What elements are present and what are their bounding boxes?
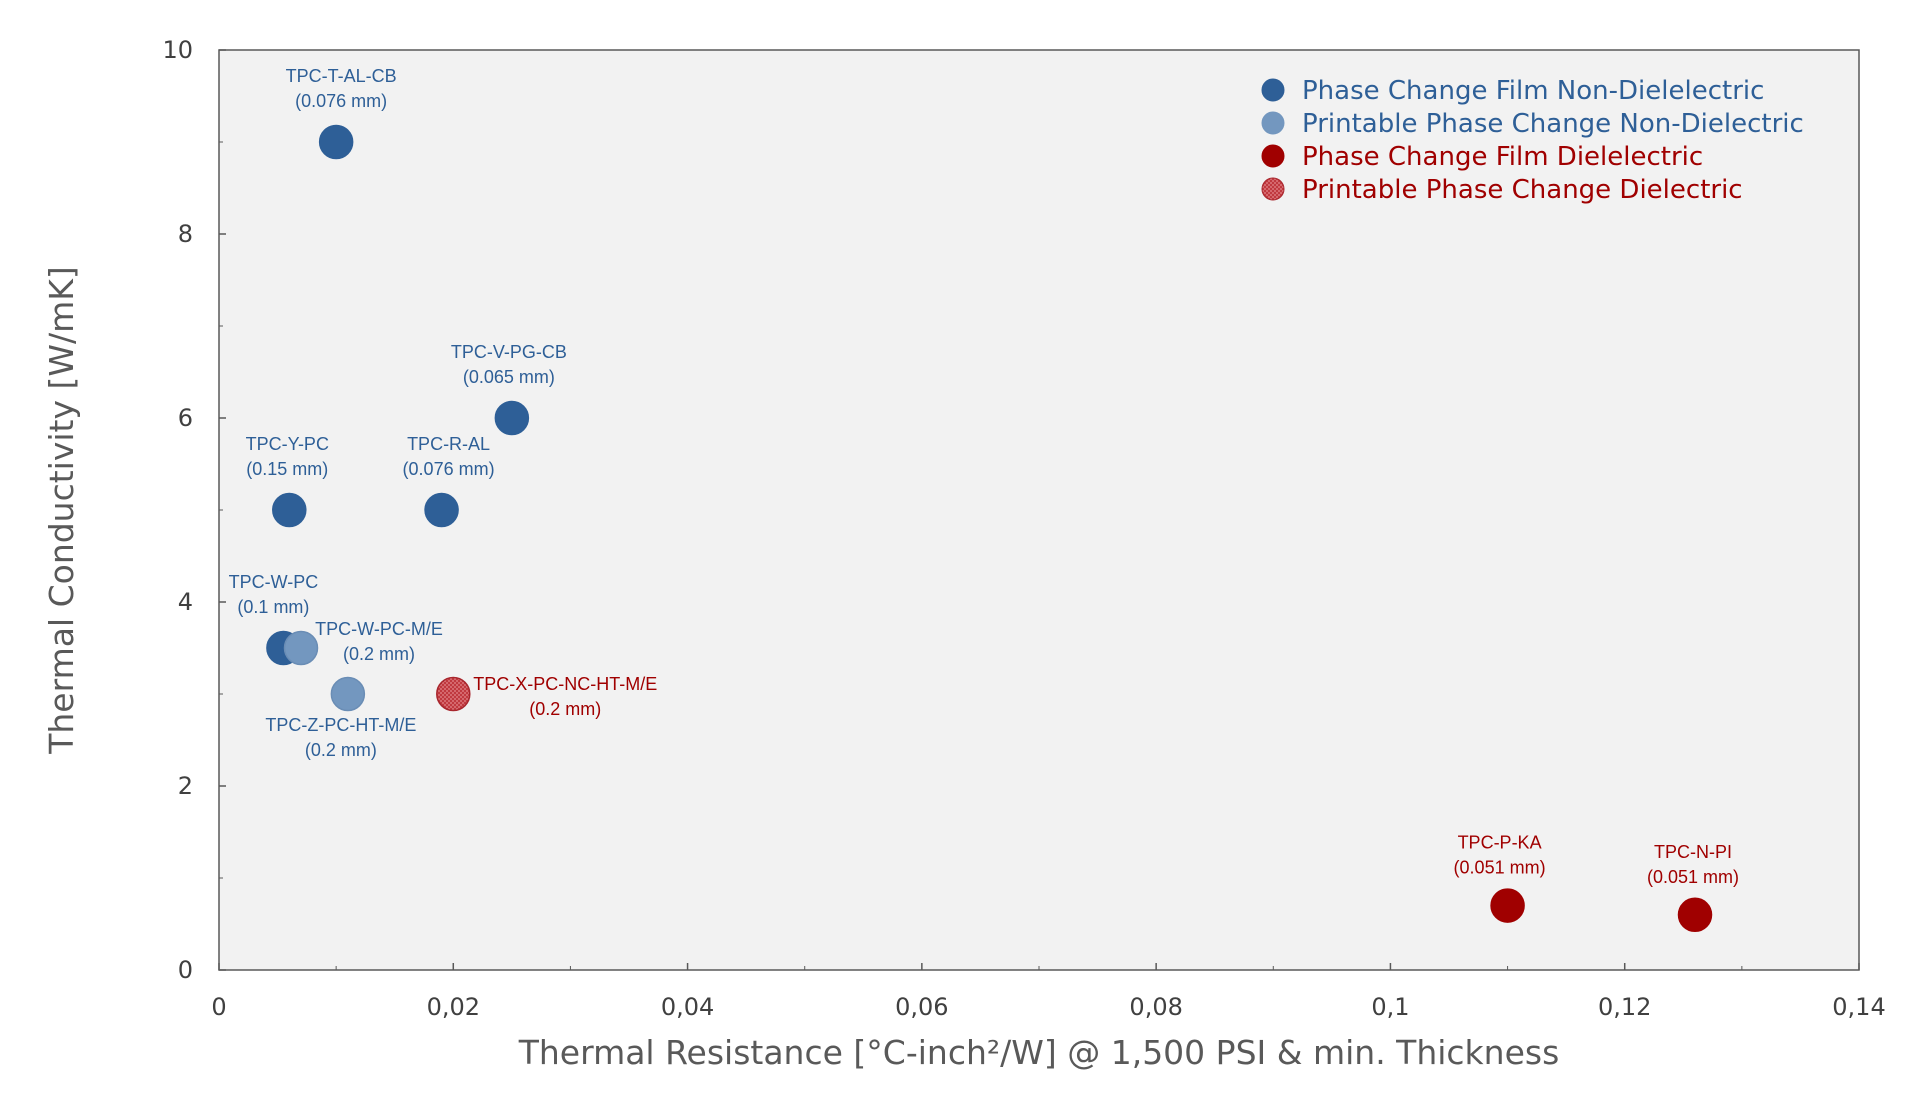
legend-entry: Phase Change Film Dielelectric bbox=[1302, 142, 1703, 172]
point-label: TPC-P-KA bbox=[1458, 833, 1542, 853]
y-tick-label: 4 bbox=[178, 588, 193, 616]
point-label: TPC-N-PI bbox=[1654, 842, 1732, 862]
point-sublabel: (0.051 mm) bbox=[1647, 867, 1739, 887]
point-sublabel: (0.076 mm) bbox=[403, 459, 495, 479]
x-tick-label: 0,02 bbox=[427, 993, 480, 1021]
legend-entry: Phase Change Film Non-Dielelectric bbox=[1302, 76, 1764, 106]
plot-area bbox=[218, 49, 1860, 971]
data-point bbox=[318, 124, 354, 160]
y-tick-label: 6 bbox=[178, 404, 193, 432]
point-sublabel: (0.2 mm) bbox=[529, 699, 601, 719]
y-tick-label: 2 bbox=[178, 772, 193, 800]
x-tick-label: 0,12 bbox=[1598, 993, 1651, 1021]
data-point bbox=[272, 492, 307, 528]
x-tick-label: 0,1 bbox=[1371, 993, 1409, 1021]
point-label: TPC-W-PC-M/E bbox=[315, 619, 443, 639]
x-tick-label: 0,04 bbox=[661, 993, 714, 1021]
y-tick-label: 0 bbox=[178, 956, 193, 984]
x-tick-label: 0,08 bbox=[1129, 993, 1182, 1021]
point-label: TPC-W-PC bbox=[229, 572, 319, 592]
y-tick-label: 10 bbox=[162, 36, 193, 64]
point-label: TPC-R-AL bbox=[407, 434, 490, 454]
point-label: TPC-X-PC-NC-HT-M/E bbox=[473, 674, 657, 694]
point-label: TPC-Y-PC bbox=[246, 434, 329, 454]
data-point bbox=[330, 676, 366, 712]
data-point bbox=[436, 676, 471, 712]
legend-marker bbox=[1261, 144, 1285, 168]
y-axis-title: Thermal Conductivity [W/mK] bbox=[42, 266, 81, 755]
x-tick-label: 0,06 bbox=[895, 993, 948, 1021]
data-point bbox=[494, 400, 530, 436]
legend-marker bbox=[1261, 177, 1285, 201]
y-tick-label: 8 bbox=[178, 220, 193, 248]
legend-marker bbox=[1261, 111, 1285, 135]
data-point bbox=[283, 630, 319, 666]
x-tick-label: 0,14 bbox=[1832, 993, 1885, 1021]
point-sublabel: (0.15 mm) bbox=[246, 459, 328, 479]
point-label: TPC-V-PG-CB bbox=[451, 342, 567, 362]
point-sublabel: (0.076 mm) bbox=[295, 91, 387, 111]
legend-marker bbox=[1261, 78, 1285, 102]
point-sublabel: (0.2 mm) bbox=[305, 740, 377, 760]
data-point bbox=[1490, 888, 1525, 923]
point-labels: TPC-T-AL-CB (0.076 mm) TPC-V-PG-CB (0.065 m… bbox=[229, 66, 1739, 887]
legend-entry: Printable Phase Change Dielectric bbox=[1302, 175, 1743, 205]
legend-entry: Printable Phase Change Non-Dielectric bbox=[1302, 109, 1804, 139]
point-sublabel: (0.065 mm) bbox=[463, 367, 555, 387]
data-points bbox=[266, 124, 1713, 933]
point-sublabel: (0.2 mm) bbox=[343, 644, 415, 664]
point-label: TPC-Z-PC-HT-M/E bbox=[265, 715, 416, 735]
data-point bbox=[1677, 897, 1713, 933]
point-sublabel: (0.1 mm) bbox=[237, 597, 309, 617]
axes: 0 0,02 0,04 0,06 0,08 0,1 0,12 0,14 0 2 4 6 8 10 bbox=[162, 36, 1885, 1021]
point-label: TPC-T-AL-CB bbox=[286, 66, 397, 86]
x-tick-label: 0 bbox=[211, 993, 226, 1021]
legend: Phase Change Film Non-DielelectricPrinta… bbox=[1261, 76, 1804, 205]
x-axis-title: Thermal Resistance [°C-inch²/W] @ 1,500 … bbox=[518, 1033, 1560, 1072]
point-sublabel: (0.051 mm) bbox=[1454, 858, 1546, 878]
data-point bbox=[424, 492, 459, 528]
